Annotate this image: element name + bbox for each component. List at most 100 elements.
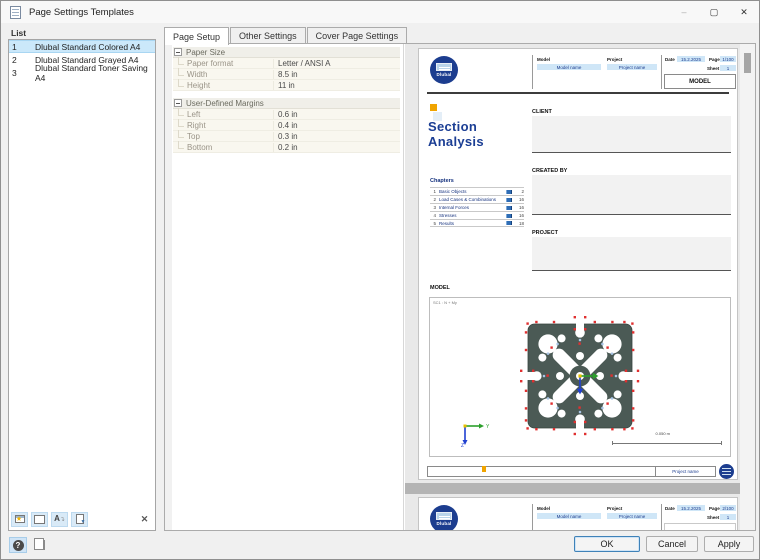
footer-project-name: Project name [656, 466, 716, 477]
property-label: Height [173, 78, 273, 90]
property-value[interactable]: 0.4 in [273, 120, 400, 130]
list-item-label: Dlubal Standard Grayed A4 [35, 54, 139, 65]
logo-text: Dlubal [436, 521, 452, 526]
copy-template-button[interactable] [31, 511, 48, 527]
delete-icon: ✕ [140, 513, 149, 524]
created-by-heading: CREATED BY [532, 168, 568, 174]
list-item-toner-saving-a4[interactable]: 3 Dlubal Standard Toner Saving A4 [9, 63, 155, 83]
chapter-number: 1 [433, 189, 436, 194]
property-row-margin-bottom[interactable]: Bottom 0.2 in [173, 140, 400, 153]
tab-page-setup[interactable]: Page Setup [164, 27, 230, 45]
chapter-thumb-icon [506, 205, 512, 210]
property-value[interactable]: 11 in [273, 80, 400, 90]
chapter-page: 16 [518, 197, 524, 202]
property-label: Bottom [173, 140, 273, 152]
list-item-number: 2 [12, 54, 17, 65]
chapters-heading: Chapters [430, 178, 454, 184]
group-title: Paper Size [186, 47, 226, 57]
logo-bridge-icon [436, 512, 452, 520]
blue-square-mark [433, 112, 442, 121]
header-doc-title-box [664, 523, 736, 530]
chapter-number: 5 [433, 220, 436, 226]
page-value: 1/100 [720, 56, 736, 62]
help-button[interactable]: ? [9, 537, 27, 553]
property-label: Left [173, 107, 273, 119]
list-item-colored-a4[interactable]: 1 Dlubal Standard Colored A4 [9, 40, 155, 53]
list-item-grayed-a4[interactable]: 2 Dlubal Standard Grayed A4 [9, 53, 155, 66]
chapter-name: Results [439, 220, 455, 226]
chapter-name: Internal Forces [439, 205, 470, 210]
list-item-number: 1 [12, 41, 17, 52]
group-user-defined-margins[interactable]: User-Defined Margins [173, 98, 400, 109]
project-label: Project [607, 57, 623, 62]
dlubal-logo: Dlubal [430, 56, 458, 84]
client-heading: CLIENT [532, 109, 552, 115]
date-value: 15.2.2025 [677, 56, 705, 62]
page-value: 2/100 [720, 505, 736, 511]
property-row-width[interactable]: Width 8.5 in [173, 67, 400, 80]
property-row-margin-right[interactable]: Right 0.4 in [173, 118, 400, 131]
minimize-button[interactable]: – [681, 7, 687, 17]
cancel-button[interactable]: Cancel [646, 536, 698, 552]
property-row-height[interactable]: Height 11 in [173, 78, 400, 91]
property-value[interactable]: 0.2 in [273, 142, 400, 152]
delete-template-button[interactable]: ✕ [136, 512, 153, 527]
collapse-icon[interactable] [174, 99, 182, 107]
collapse-icon[interactable] [174, 48, 182, 56]
import-template-button[interactable] [71, 511, 88, 527]
property-value[interactable]: 0.6 in [273, 109, 400, 119]
header-rule [427, 92, 729, 94]
property-label: Width [173, 67, 273, 79]
new-template-button[interactable] [11, 511, 28, 527]
property-row-margin-top[interactable]: Top 0.3 in [173, 129, 400, 142]
model-name-field: Model name [537, 513, 601, 519]
chapter-page: 18 [518, 220, 524, 226]
property-value[interactable]: 8.5 in [273, 69, 400, 79]
rename-template-button[interactable]: A [51, 511, 68, 527]
tab-cover-page-settings[interactable]: Cover Page Settings [306, 27, 408, 44]
footer-orange-tick [482, 466, 486, 472]
model-label: Model [537, 506, 550, 511]
page-label: Page [709, 57, 720, 62]
property-row-paper-format[interactable]: Paper format Letter / ANSI A [173, 56, 400, 69]
preview-page-1: Dlubal Model Model name Project Project … [418, 48, 738, 480]
tab-bar: Page Setup Other Settings Cover Page Set… [164, 27, 408, 45]
close-button[interactable]: ✕ [740, 6, 748, 17]
chapter-number: 2 [433, 197, 436, 202]
header-divider [532, 55, 533, 89]
tab-other-settings[interactable]: Other Settings [230, 27, 306, 44]
chapter-row: 4 Stresses 16 [430, 211, 524, 219]
property-row-margin-left[interactable]: Left 0.6 in [173, 107, 400, 120]
chapter-thumb-icon [506, 189, 512, 194]
scrollbar-thumb[interactable] [744, 53, 751, 73]
page-separator [405, 483, 740, 494]
new-template-icon [14, 515, 25, 523]
sheet-label: Sheet [707, 66, 720, 71]
chapter-thumb-icon [506, 213, 512, 218]
dlubal-logo: Dlubal [430, 505, 458, 530]
logo-bridge-icon [436, 63, 452, 71]
preview-scrollbar[interactable] [740, 44, 755, 530]
apply-button[interactable]: Apply [704, 536, 754, 552]
chapter-thumb-icon [506, 221, 512, 225]
model-graphic-box: SC1 : N + My [429, 297, 731, 457]
property-value[interactable]: 0.3 in [273, 131, 400, 141]
client-box [532, 116, 731, 153]
chapter-thumb-icon [506, 197, 512, 202]
ok-button[interactable]: OK [574, 536, 640, 552]
project-box [532, 237, 731, 271]
chapter-page: 16 [518, 205, 524, 210]
group-gap [173, 91, 400, 98]
copy-settings-button[interactable] [32, 537, 50, 553]
property-value[interactable]: Letter / ANSI A [273, 58, 400, 68]
window-controls: – ▢ ✕ [669, 1, 759, 23]
maximize-button[interactable]: ▢ [709, 6, 719, 17]
orange-square-mark [430, 104, 437, 111]
dialog-document-icon [10, 5, 21, 19]
project-name-field: Project name [607, 513, 657, 519]
model-caption: SC1 : N + My [433, 300, 457, 305]
sheet-value: 1 [720, 514, 736, 520]
project-heading: PROJECT [532, 230, 558, 236]
group-paper-size[interactable]: Paper Size [173, 47, 400, 58]
